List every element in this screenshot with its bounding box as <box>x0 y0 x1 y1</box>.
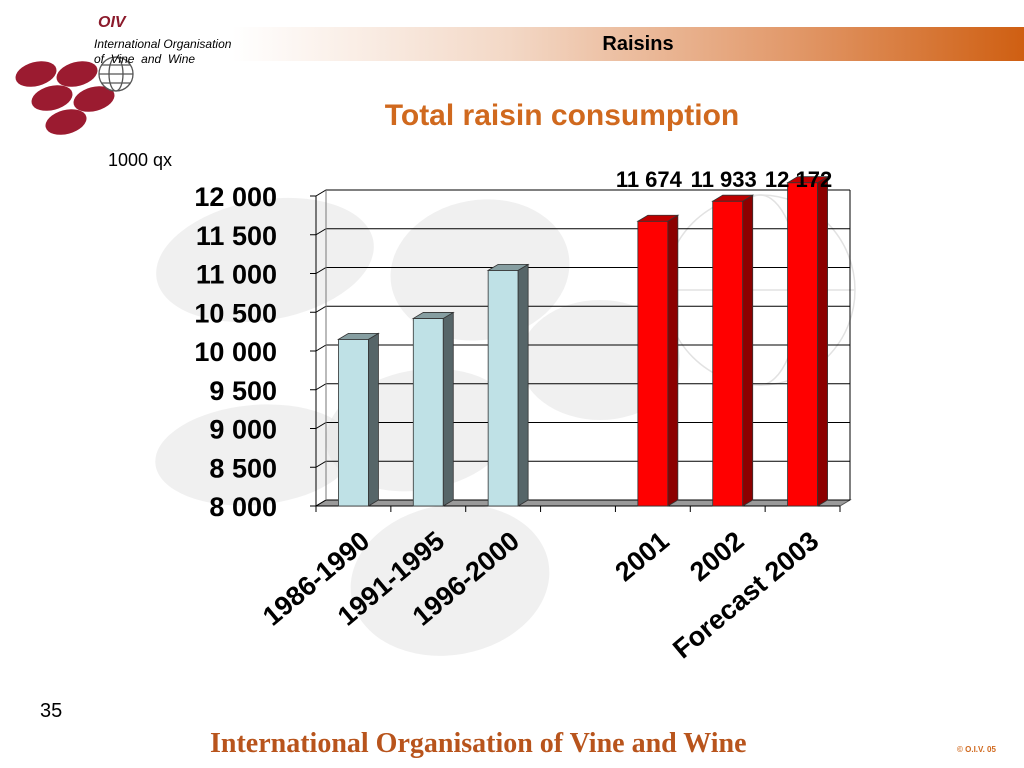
bar <box>636 214 680 507</box>
y-tick-label: 10 500 <box>194 298 277 328</box>
logo-abbr: OIV <box>98 14 126 31</box>
oiv-logo: OIV International Organisation of Vine a… <box>12 6 242 141</box>
y-tick-label: 11 000 <box>196 260 277 290</box>
section-title: Raisins <box>602 33 674 55</box>
grape-globe-icon <box>15 56 134 135</box>
bars <box>336 175 830 507</box>
y-tick-label: 8 000 <box>209 492 277 522</box>
logo-text-line2: of Vine and Wine <box>94 52 196 66</box>
header-bar: Raisins <box>232 27 1024 61</box>
bar <box>336 332 380 507</box>
copyright: © O.I.V. 05 <box>957 745 996 754</box>
bar-chart: 8 000 8 500 9 000 9 500 10 000 10 500 11 000 11… <box>155 167 856 664</box>
y-tick-label: 9 000 <box>209 415 277 445</box>
x-category-label: 2002 <box>684 526 749 588</box>
data-label: 11 674 <box>616 167 683 192</box>
y-axis-ticks: 8 000 8 500 9 000 9 500 10 000 10 500 11 000 11… <box>194 182 316 522</box>
data-label: 12 172 <box>765 167 832 192</box>
y-tick-label: 12 000 <box>194 182 277 212</box>
chart-title: Total raisin consumption <box>384 99 740 132</box>
data-label: 11 933 <box>691 167 757 192</box>
bar <box>486 263 530 507</box>
bar <box>786 175 830 507</box>
x-category-label: 2001 <box>609 526 674 588</box>
y-tick-label: 9 500 <box>209 376 277 406</box>
unit-label: 1000 qx <box>108 150 173 170</box>
bar <box>711 194 755 507</box>
y-tick-label: 11 500 <box>196 221 277 251</box>
bar <box>411 311 455 507</box>
page-number: 35 <box>40 700 63 722</box>
footer-organisation: International Organisation of Vine and W… <box>210 728 747 759</box>
gridline <box>315 228 850 236</box>
y-tick-label: 10 000 <box>194 337 277 367</box>
y-tick-label: 8 500 <box>209 453 277 483</box>
logo-text-line1: International Organisation <box>94 37 232 51</box>
data-labels: 11 674 11 933 12 172 <box>616 167 832 192</box>
